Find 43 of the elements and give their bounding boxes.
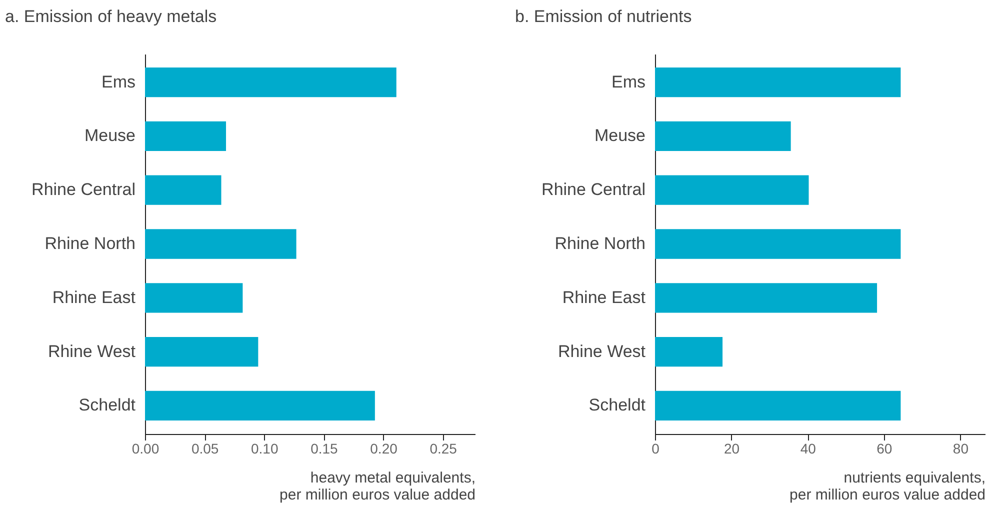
bar [655, 67, 901, 98]
x-tick-label: 0.15 [310, 440, 338, 456]
y-tick-label: Scheldt [78, 396, 136, 415]
bar [655, 390, 901, 421]
bar [145, 175, 222, 205]
y-tick-label: Meuse [594, 126, 646, 146]
bar [655, 336, 723, 367]
y-tick-label: Rhine East [562, 288, 646, 307]
bar [145, 390, 375, 421]
x-tick-label: 0.00 [132, 440, 160, 456]
bar [655, 121, 791, 152]
x-axis-title: nutrients equivalents, per million euros value added [790, 470, 986, 504]
bar [145, 121, 226, 152]
y-tick-label: Rhine West [558, 342, 646, 361]
y-tick-label: Ems [612, 72, 646, 92]
bar [655, 229, 901, 259]
x-tick-label: 0.20 [370, 440, 398, 456]
x-tick-label: 60 [876, 440, 892, 456]
x-axis-title: heavy metal equivalents, per million euros value added [280, 470, 476, 504]
y-tick-label: Rhine North [554, 234, 646, 253]
bar [655, 283, 878, 313]
y-tick-label: Meuse [84, 126, 136, 146]
y-tick-label: Rhine North [44, 234, 136, 253]
x-tick-label: 0.25 [430, 440, 458, 456]
bar [655, 175, 809, 205]
x-tick-label: 40 [800, 440, 816, 456]
y-tick-label: Rhine East [52, 288, 136, 307]
y-tick-label: Rhine Central [32, 180, 136, 200]
x-tick-label: 0.10 [251, 440, 278, 456]
y-tick-label: Scheldt [588, 396, 646, 415]
y-tick-label: Rhine West [48, 342, 136, 361]
bar [145, 229, 296, 259]
y-tick-label: Ems [102, 72, 136, 92]
chart-title: b. Emission of nutrients [515, 7, 692, 26]
y-tick-label: Rhine Central [542, 180, 646, 200]
bar [145, 336, 258, 367]
bar [145, 283, 243, 313]
bar [145, 67, 396, 98]
x-tick-label: 80 [952, 440, 969, 456]
chart-title: a. Emission of heavy metals [5, 7, 217, 26]
x-tick-label: 20 [724, 440, 740, 456]
x-tick-label: 0 [652, 440, 660, 456]
x-tick-label: 0.05 [191, 440, 219, 456]
